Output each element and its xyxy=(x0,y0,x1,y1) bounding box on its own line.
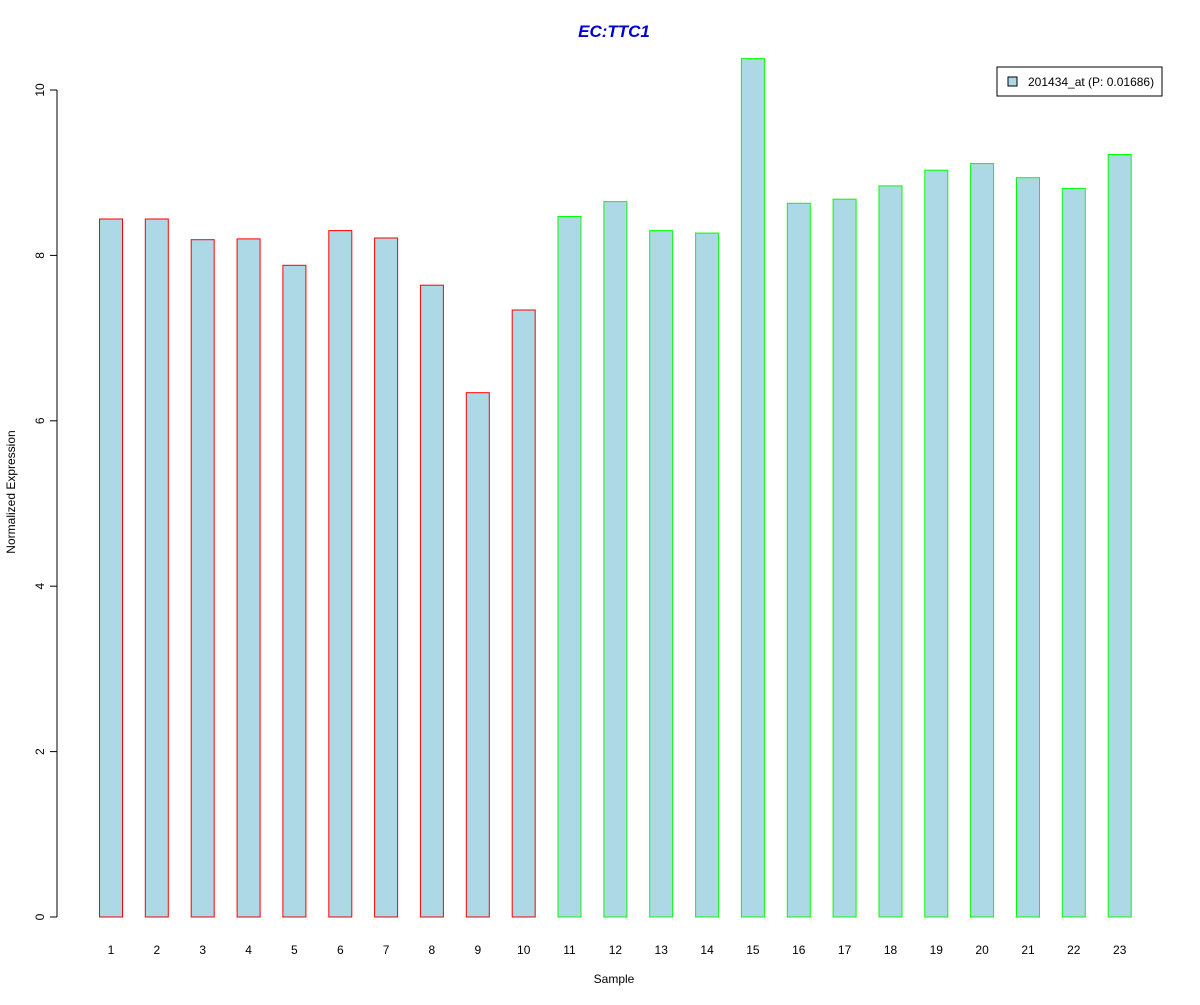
y-tick-label: 6 xyxy=(33,417,47,424)
bar-sample-4 xyxy=(236,238,261,918)
x-tick-label: 15 xyxy=(746,943,760,957)
x-tick-label: 6 xyxy=(337,943,344,957)
bar-sample-8 xyxy=(419,284,444,918)
y-tick-label: 0 xyxy=(33,913,47,920)
chart-title: EC:TTC1 xyxy=(578,22,650,41)
bar-sample-21 xyxy=(1016,177,1040,918)
legend-swatch xyxy=(1007,76,1018,87)
bar-sample-2 xyxy=(144,218,169,918)
x-tick-label: 19 xyxy=(930,943,944,957)
bar-sample-22 xyxy=(1061,187,1086,918)
x-tick-label: 9 xyxy=(474,943,481,957)
y-tick-label: 8 xyxy=(33,252,47,259)
x-tick-label: 13 xyxy=(655,943,669,957)
legend: 201434_at (P: 0.01686) xyxy=(996,66,1163,97)
bar-sample-15 xyxy=(740,58,765,918)
legend-box xyxy=(996,66,1163,97)
x-tick-label: 10 xyxy=(517,943,531,957)
bar-sample-5 xyxy=(282,264,307,918)
x-tick-label: 4 xyxy=(245,943,252,957)
bar-sample-9 xyxy=(465,392,490,918)
y-tick-label: 10 xyxy=(33,83,47,97)
bar-sample-11 xyxy=(557,216,582,918)
x-tick-labels: 1 2 3 4 5 6 7 8 9 10 11 12 13 14 15 16 17 18 19 20 21 22 23 xyxy=(108,943,1127,957)
y-axis: 0 2 4 6 8 10 xyxy=(33,83,58,920)
x-tick-label: 16 xyxy=(792,943,806,957)
x-tick-label: 20 xyxy=(975,943,989,957)
bar-sample-13 xyxy=(649,230,674,918)
x-tick-label: 8 xyxy=(429,943,436,957)
x-tick-label: 3 xyxy=(199,943,206,957)
y-tick-label: 2 xyxy=(33,748,47,755)
x-tick-label: 21 xyxy=(1021,943,1035,957)
x-tick-label: 18 xyxy=(884,943,898,957)
y-tick-label: 4 xyxy=(33,583,47,590)
bar-sample-19 xyxy=(924,169,949,918)
x-tick-label: 7 xyxy=(383,943,390,957)
bar-sample-1 xyxy=(99,218,123,918)
bar-sample-10 xyxy=(511,309,536,918)
x-tick-label: 1 xyxy=(108,943,115,957)
bar-sample-16 xyxy=(786,202,811,918)
bar-sample-23 xyxy=(1107,154,1132,918)
x-tick-label: 22 xyxy=(1067,943,1081,957)
x-tick-label: 2 xyxy=(153,943,160,957)
bar-sample-14 xyxy=(695,232,720,918)
x-tick-label: 11 xyxy=(563,943,576,957)
x-tick-label: 12 xyxy=(609,943,623,957)
bar-sample-7 xyxy=(374,237,399,918)
bar-sample-12 xyxy=(603,201,628,918)
x-tick-label: 17 xyxy=(838,943,852,957)
x-axis-label: Sample xyxy=(594,972,635,986)
x-tick-label: 14 xyxy=(700,943,714,957)
x-tick-label: 23 xyxy=(1113,943,1127,957)
bar-sample-20 xyxy=(970,163,995,918)
x-tick-label: 5 xyxy=(291,943,298,957)
bar-sample-18 xyxy=(878,185,903,918)
y-axis-label: Normalized Expression xyxy=(4,430,18,553)
bar-sample-3 xyxy=(190,239,215,918)
bar-sample-6 xyxy=(328,230,353,918)
bars-group xyxy=(99,58,1132,918)
bar-sample-17 xyxy=(832,198,857,918)
legend-label: 201434_at (P: 0.01686) xyxy=(1028,75,1154,89)
